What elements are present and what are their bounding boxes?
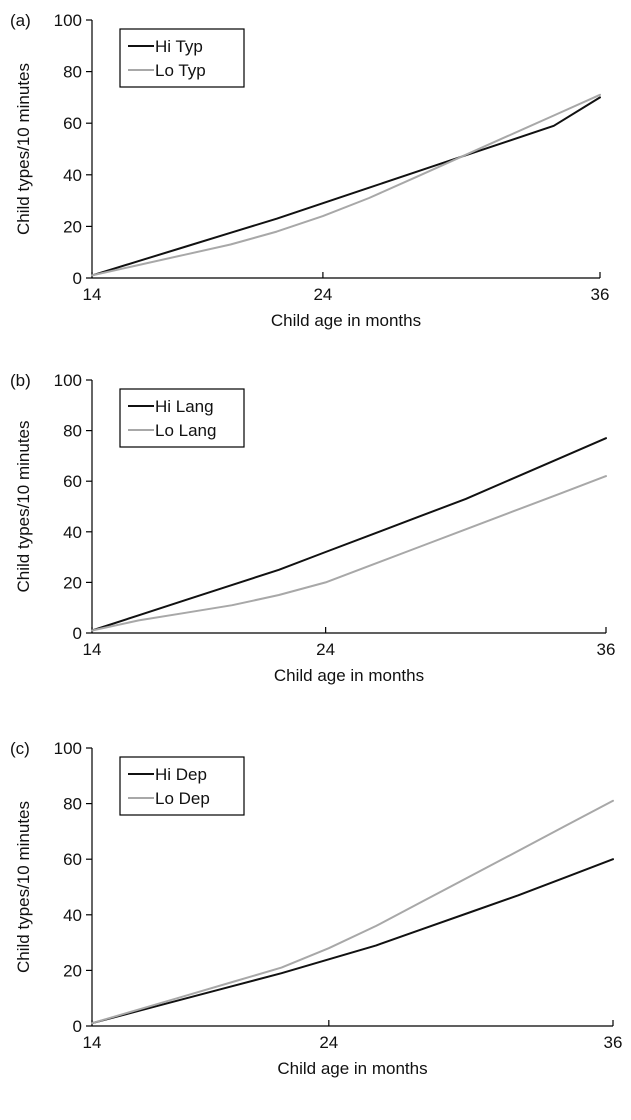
y-tick-label: 100 bbox=[54, 11, 82, 30]
legend-label: Hi Lang bbox=[155, 397, 214, 416]
panel-label: (b) bbox=[10, 371, 31, 390]
legend-label: Hi Dep bbox=[155, 765, 207, 784]
legend-label: Hi Typ bbox=[155, 37, 203, 56]
legend-label: Lo Dep bbox=[155, 789, 210, 808]
legend-box bbox=[119, 388, 245, 448]
chart-panel-1: 0 20 40 60 80 100 (a) 14 24 36 Child age in months… bbox=[10, 11, 609, 330]
x-tick-label: 36 bbox=[597, 640, 616, 659]
series-line-lo-typ bbox=[91, 93, 601, 277]
y-tick-label: 60 bbox=[63, 114, 82, 133]
y-tick-label: 60 bbox=[63, 472, 82, 491]
y-axis-label: Child types/10 minutes bbox=[14, 63, 33, 235]
series-line-lo-lang bbox=[91, 475, 607, 632]
y-tick-label: 100 bbox=[54, 371, 82, 390]
x-tick-label: 36 bbox=[604, 1033, 623, 1052]
chart-panel-3: 0 20 40 60 80 100 (c) 14 24 36 Child age in months… bbox=[10, 739, 622, 1078]
y-tick-label: 60 bbox=[63, 850, 82, 869]
series-line-hi-lang bbox=[91, 437, 607, 632]
x-tick-label: 24 bbox=[319, 1033, 338, 1052]
y-tick-label: 40 bbox=[63, 906, 82, 925]
y-tick-label: 0 bbox=[73, 624, 82, 643]
series-line-lo-dep bbox=[91, 799, 614, 1025]
legend: Hi Dep Lo Dep bbox=[119, 756, 245, 816]
x-axis-label: Child age in months bbox=[277, 1059, 427, 1078]
y-tick-label: 40 bbox=[63, 166, 82, 185]
y-tick-label: 80 bbox=[63, 795, 82, 814]
y-tick-label: 0 bbox=[73, 1017, 82, 1036]
x-tick-label: 36 bbox=[591, 285, 610, 304]
x-tick-label: 24 bbox=[313, 285, 332, 304]
x-tick-label: 14 bbox=[83, 1033, 102, 1052]
x-axis-label: Child age in months bbox=[274, 666, 424, 685]
y-tick-label: 20 bbox=[63, 573, 82, 592]
legend-label: Lo Lang bbox=[155, 421, 216, 440]
x-tick-label: 14 bbox=[83, 640, 102, 659]
x-axis-label: Child age in months bbox=[271, 311, 421, 330]
legend-box bbox=[119, 28, 245, 88]
y-tick-label: 80 bbox=[63, 63, 82, 82]
y-axis-label: Child types/10 minutes bbox=[14, 801, 33, 973]
panel-label: (a) bbox=[10, 11, 31, 30]
x-tick-label: 14 bbox=[83, 285, 102, 304]
chart-panel-2: 0 20 40 60 80 100 (b) 14 24 36 Child age in months… bbox=[10, 371, 615, 685]
panel-label: (c) bbox=[10, 739, 30, 758]
y-axis-label: Child types/10 minutes bbox=[14, 421, 33, 593]
y-tick-label: 0 bbox=[73, 269, 82, 288]
legend-label: Lo Typ bbox=[155, 61, 206, 80]
y-tick-label: 80 bbox=[63, 422, 82, 441]
legend: Hi Typ Lo Typ bbox=[119, 28, 245, 88]
series-line-hi-dep bbox=[91, 858, 614, 1025]
legend-box bbox=[119, 756, 245, 816]
y-tick-label: 100 bbox=[54, 739, 82, 758]
legend: Hi Lang Lo Lang bbox=[119, 388, 245, 448]
x-tick-label: 24 bbox=[316, 640, 335, 659]
y-tick-label: 20 bbox=[63, 961, 82, 980]
y-tick-label: 40 bbox=[63, 523, 82, 542]
series-line-hi-typ bbox=[91, 96, 601, 277]
y-tick-label: 20 bbox=[63, 217, 82, 236]
